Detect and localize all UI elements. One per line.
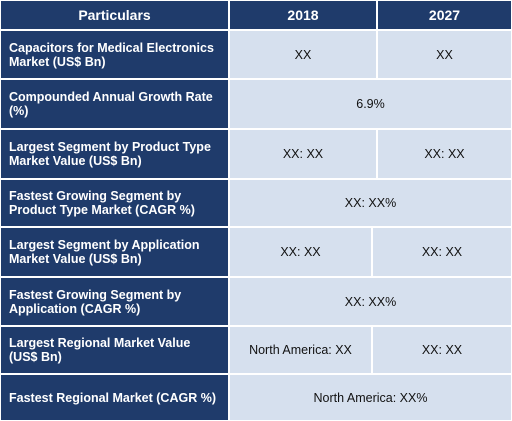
row-label: Largest Regional Market Value (US$ Bn)	[1, 327, 228, 373]
row-value-2027: XX: XX	[373, 327, 511, 373]
row-value-2018: XX	[230, 31, 376, 78]
row-value-2018: North America: XX	[230, 327, 371, 373]
row-value-2027: XX: XX	[373, 228, 511, 276]
row-value-2027: XX: XX	[378, 130, 511, 178]
row-label: Largest Segment by Application Market Va…	[1, 228, 228, 276]
header-particulars: Particulars	[1, 1, 228, 29]
row-label: Fastest Regional Market (CAGR %)	[1, 375, 228, 420]
row-label: Fastest Growing Segment by Application (…	[1, 278, 228, 325]
header-2018: 2018	[230, 1, 376, 29]
row-label: Compounded Annual Growth Rate (%)	[1, 80, 228, 128]
row-label: Largest Segment by Product Type Market V…	[1, 130, 228, 178]
row-value-merged: XX: XX%	[230, 278, 511, 325]
row-value-merged: 6.9%	[230, 80, 511, 128]
row-value-merged: XX: XX%	[230, 180, 511, 226]
row-value-2018: XX: XX	[230, 130, 376, 178]
header-2027: 2027	[378, 1, 511, 29]
row-value-2018: XX: XX	[230, 228, 371, 276]
row-label: Fastest Growing Segment by Product Type …	[1, 180, 228, 226]
row-value-merged: North America: XX%	[230, 375, 511, 420]
row-value-2027: XX	[378, 31, 511, 78]
row-label: Capacitors for Medical Electronics Marke…	[1, 31, 228, 78]
